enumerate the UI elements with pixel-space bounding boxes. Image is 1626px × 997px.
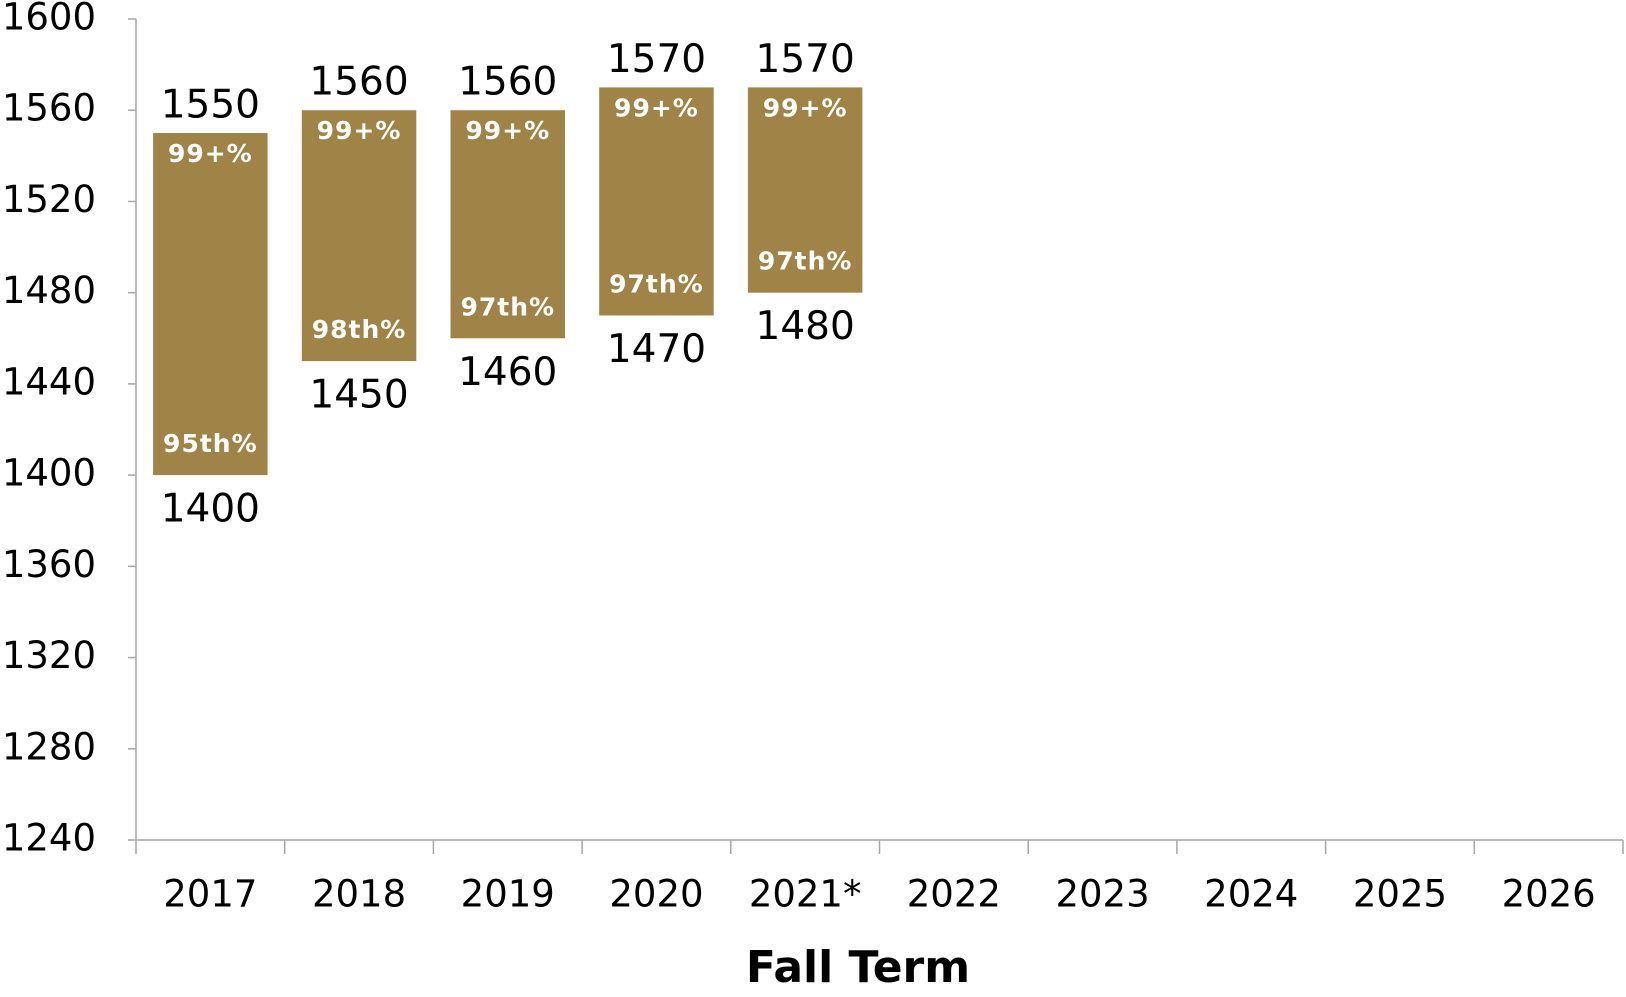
bottom-percentile: 95th% [163, 429, 258, 458]
top-percentile: 99+% [763, 93, 848, 122]
bottom-percentile: 97th% [609, 269, 704, 298]
bar [301, 110, 417, 362]
y-tick-label: 1520 [2, 178, 96, 221]
high-label: 1560 [309, 60, 408, 105]
x-tick-label: 2024 [1204, 873, 1298, 916]
bottom-percentile: 97th% [460, 292, 555, 321]
low-label: 1480 [756, 304, 855, 349]
y-tick-label: 1360 [2, 543, 96, 586]
bottom-percentile: 98th% [312, 315, 407, 344]
y-tick-label: 1600 [2, 0, 96, 39]
y-tick-label: 1400 [2, 452, 96, 495]
x-tick-label: 2023 [1055, 873, 1149, 916]
y-tick-label: 1480 [2, 269, 96, 312]
x-axis-label: Fall Term [746, 942, 970, 993]
top-percentile: 99+% [465, 116, 550, 145]
x-tick-label: 2022 [907, 873, 1001, 916]
low-label: 1470 [607, 327, 706, 372]
x-tick-label: 2026 [1502, 873, 1596, 916]
low-label: 1400 [161, 487, 260, 532]
top-percentile: 99+% [168, 139, 253, 168]
x-tick-label: 2017 [163, 873, 257, 916]
y-tick-label: 1280 [2, 725, 96, 768]
x-tick-label: 2020 [609, 873, 703, 916]
x-tick-label: 2018 [312, 873, 406, 916]
x-tick-label: 2021* [749, 873, 862, 916]
y-tick-label: 1440 [2, 360, 96, 403]
high-label: 1570 [607, 37, 706, 82]
bar [599, 87, 714, 316]
y-tick-label: 1320 [2, 634, 96, 677]
top-percentile: 99+% [614, 93, 699, 122]
y-tick-label: 1560 [2, 87, 96, 130]
y-tick-label: 1240 [2, 817, 96, 860]
bar [747, 87, 863, 293]
top-percentile: 99+% [317, 116, 402, 145]
bar [153, 133, 268, 476]
bottom-percentile: 97th% [758, 247, 853, 276]
low-label: 1450 [309, 373, 408, 418]
bar [450, 110, 565, 339]
high-label: 1560 [458, 60, 557, 105]
x-tick-label: 2025 [1353, 873, 1447, 916]
x-tick-label: 2019 [461, 873, 555, 916]
low-label: 1460 [458, 350, 557, 395]
high-label: 1570 [756, 37, 855, 82]
high-label: 1550 [161, 83, 260, 128]
